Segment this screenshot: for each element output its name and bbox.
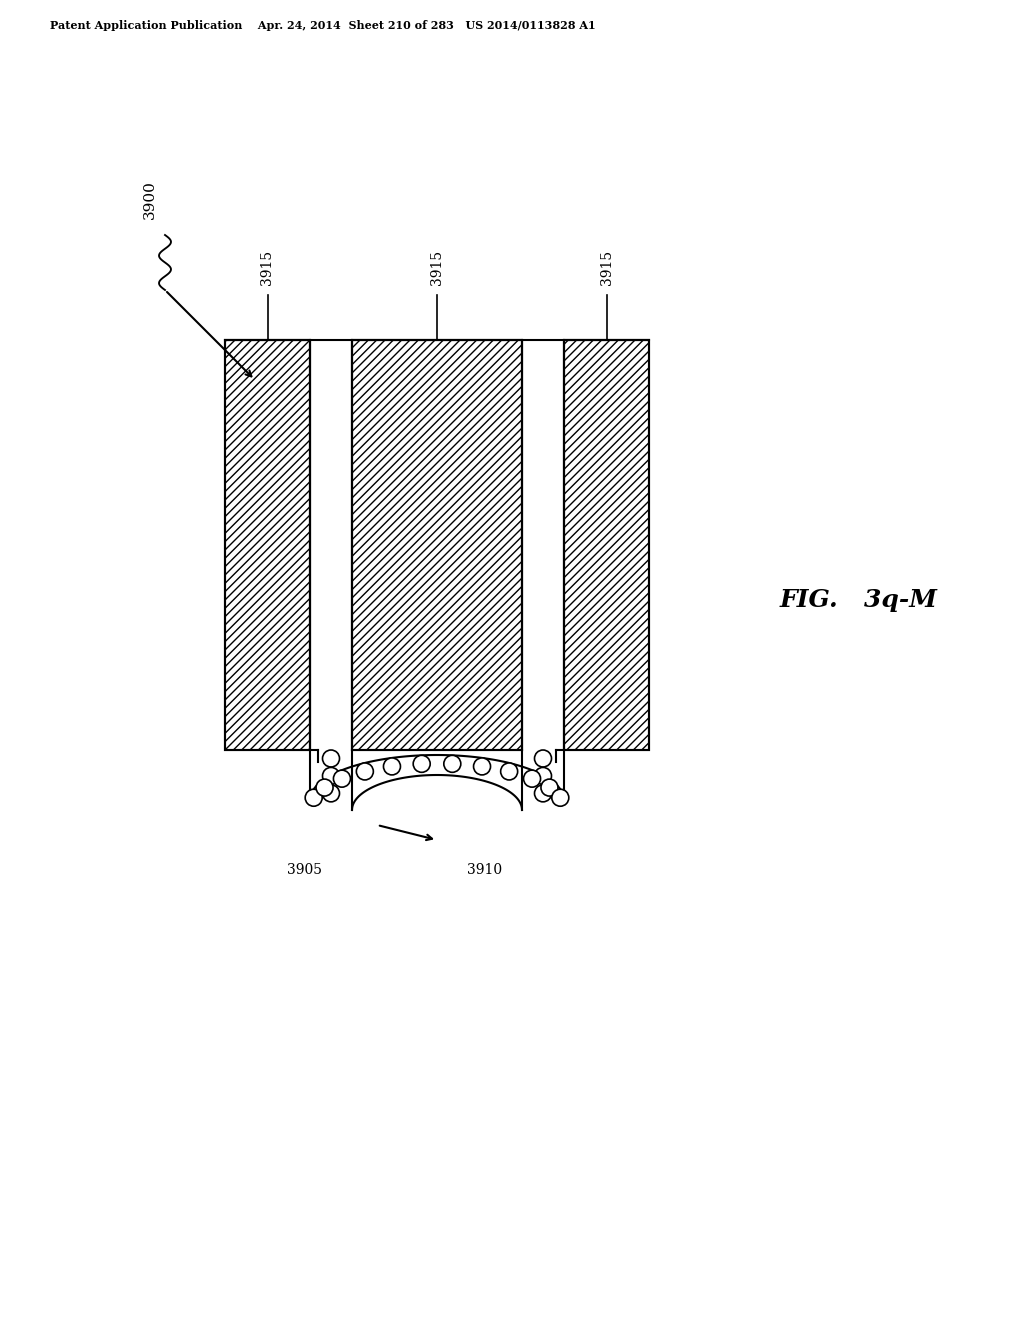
Circle shape [356, 763, 374, 780]
Circle shape [535, 750, 552, 767]
Circle shape [323, 767, 340, 784]
Circle shape [383, 758, 400, 775]
Bar [564, 341, 649, 750]
Circle shape [323, 750, 340, 767]
Bar [352, 341, 522, 750]
Circle shape [323, 785, 340, 801]
Circle shape [535, 785, 552, 801]
Circle shape [535, 767, 552, 784]
Text: 3905: 3905 [288, 863, 323, 876]
Text: 3900: 3900 [143, 181, 157, 219]
Bar [225, 341, 310, 750]
Circle shape [473, 758, 490, 775]
Circle shape [414, 755, 430, 772]
Text: 3915: 3915 [260, 249, 274, 285]
Circle shape [541, 779, 558, 796]
Circle shape [501, 763, 518, 780]
Circle shape [443, 755, 461, 772]
Text: 3910: 3910 [467, 863, 503, 876]
Text: 3915: 3915 [430, 249, 444, 285]
Circle shape [523, 770, 541, 787]
Bar [225, 341, 310, 750]
Circle shape [334, 770, 350, 787]
Circle shape [305, 789, 323, 807]
Text: FIG.   3q-M: FIG. 3q-M [780, 587, 938, 612]
Circle shape [552, 789, 568, 807]
Bar [352, 341, 522, 750]
Text: Patent Application Publication    Apr. 24, 2014  Sheet 210 of 283   US 2014/0113: Patent Application Publication Apr. 24, … [50, 20, 596, 30]
Text: 3915: 3915 [599, 249, 613, 285]
Bar [564, 341, 649, 750]
Circle shape [316, 779, 333, 796]
